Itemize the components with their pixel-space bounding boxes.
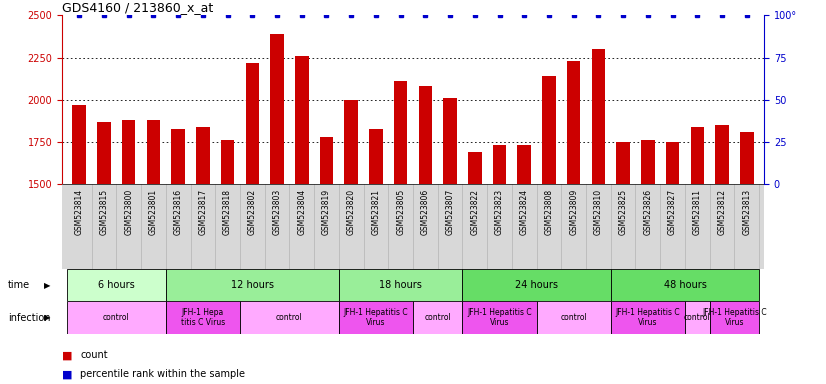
Bar xyxy=(344,100,358,384)
Text: 48 hours: 48 hours xyxy=(663,280,706,290)
Text: JFH-1 Hepa
titis C Virus: JFH-1 Hepa titis C Virus xyxy=(181,308,225,328)
Bar xyxy=(369,129,382,384)
Bar xyxy=(710,301,759,334)
Text: GSM523810: GSM523810 xyxy=(594,189,603,235)
Bar xyxy=(610,269,759,301)
Text: GSM523804: GSM523804 xyxy=(297,189,306,235)
Text: JFH-1 Hepatitis C
Virus: JFH-1 Hepatitis C Virus xyxy=(615,308,680,328)
Text: GSM523816: GSM523816 xyxy=(173,189,183,235)
Text: control: control xyxy=(103,313,130,322)
Bar xyxy=(591,49,605,384)
Bar xyxy=(339,301,413,334)
Text: GSM523817: GSM523817 xyxy=(198,189,207,235)
Bar xyxy=(240,301,339,334)
Bar xyxy=(320,137,333,384)
Text: GSM523826: GSM523826 xyxy=(643,189,653,235)
Bar xyxy=(166,301,240,334)
Text: control: control xyxy=(560,313,587,322)
Text: 12 hours: 12 hours xyxy=(230,280,273,290)
Bar xyxy=(67,301,166,334)
Text: GSM523820: GSM523820 xyxy=(347,189,356,235)
Text: GDS4160 / 213860_x_at: GDS4160 / 213860_x_at xyxy=(62,1,213,14)
Text: 24 hours: 24 hours xyxy=(515,280,558,290)
Bar xyxy=(463,269,610,301)
Bar xyxy=(517,146,531,384)
Bar xyxy=(463,301,537,334)
Text: GSM523809: GSM523809 xyxy=(569,189,578,235)
Text: GSM523819: GSM523819 xyxy=(322,189,331,235)
Bar xyxy=(542,76,556,384)
Bar xyxy=(715,125,729,384)
Text: GSM523807: GSM523807 xyxy=(445,189,454,235)
Bar xyxy=(468,152,482,384)
Bar xyxy=(67,269,166,301)
Text: 18 hours: 18 hours xyxy=(379,280,422,290)
Text: count: count xyxy=(80,350,107,360)
Text: GSM523812: GSM523812 xyxy=(718,189,727,235)
Text: GSM523800: GSM523800 xyxy=(124,189,133,235)
Bar xyxy=(166,269,339,301)
Bar xyxy=(245,63,259,384)
Bar xyxy=(221,141,235,384)
Text: control: control xyxy=(425,313,451,322)
Bar xyxy=(419,86,432,384)
Text: percentile rank within the sample: percentile rank within the sample xyxy=(80,369,245,379)
Bar xyxy=(641,141,655,384)
Bar xyxy=(610,301,685,334)
Bar xyxy=(270,34,284,384)
Text: JFH-1 Hepatitis C
Virus: JFH-1 Hepatitis C Virus xyxy=(702,308,767,328)
Text: GSM523824: GSM523824 xyxy=(520,189,529,235)
Text: ▶: ▶ xyxy=(44,313,50,322)
Text: control: control xyxy=(684,313,710,322)
Text: GSM523805: GSM523805 xyxy=(396,189,405,235)
Text: ■: ■ xyxy=(62,350,73,360)
Text: GSM523801: GSM523801 xyxy=(149,189,158,235)
Text: ▶: ▶ xyxy=(44,281,50,290)
Bar xyxy=(73,105,86,384)
Text: JFH-1 Hepatitis C
Virus: JFH-1 Hepatitis C Virus xyxy=(468,308,532,328)
Bar xyxy=(537,301,610,334)
Text: GSM523823: GSM523823 xyxy=(495,189,504,235)
Text: GSM523803: GSM523803 xyxy=(273,189,282,235)
Bar xyxy=(567,61,581,384)
Text: GSM523818: GSM523818 xyxy=(223,189,232,235)
Bar xyxy=(493,146,506,384)
Text: GSM523811: GSM523811 xyxy=(693,189,702,235)
Bar xyxy=(616,142,630,384)
Text: GSM523806: GSM523806 xyxy=(421,189,430,235)
Bar xyxy=(147,120,160,384)
Text: time: time xyxy=(8,280,31,290)
Text: GSM523813: GSM523813 xyxy=(743,189,751,235)
Text: GSM523808: GSM523808 xyxy=(544,189,553,235)
Text: 6 hours: 6 hours xyxy=(98,280,135,290)
Text: GSM523827: GSM523827 xyxy=(668,189,677,235)
Bar xyxy=(171,129,185,384)
Text: GSM523802: GSM523802 xyxy=(248,189,257,235)
Text: GSM523814: GSM523814 xyxy=(75,189,83,235)
Bar xyxy=(666,142,679,384)
Bar xyxy=(413,301,463,334)
Bar xyxy=(740,132,753,384)
Text: GSM523815: GSM523815 xyxy=(99,189,108,235)
Bar xyxy=(685,301,710,334)
Bar xyxy=(444,98,457,384)
Bar xyxy=(339,269,463,301)
Bar xyxy=(196,127,210,384)
Text: ■: ■ xyxy=(62,369,73,379)
Bar xyxy=(122,120,135,384)
Text: GSM523825: GSM523825 xyxy=(619,189,628,235)
Text: GSM523822: GSM523822 xyxy=(470,189,479,235)
Bar xyxy=(394,81,407,384)
Text: JFH-1 Hepatitis C
Virus: JFH-1 Hepatitis C Virus xyxy=(344,308,408,328)
Text: GSM523821: GSM523821 xyxy=(372,189,381,235)
Bar xyxy=(97,122,111,384)
Bar xyxy=(295,56,309,384)
Text: infection: infection xyxy=(8,313,50,323)
Text: control: control xyxy=(276,313,303,322)
Bar xyxy=(691,127,704,384)
